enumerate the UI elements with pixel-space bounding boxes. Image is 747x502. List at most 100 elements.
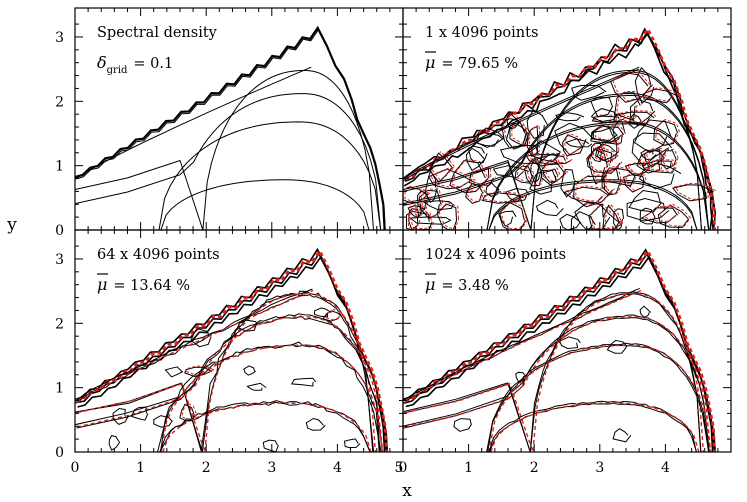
noise-contour: [424, 169, 438, 204]
red-noise-contour: [404, 185, 431, 202]
noise-contour: [558, 336, 581, 350]
red-contour-line-1: [404, 289, 642, 404]
noise-contour: [343, 438, 361, 449]
red-noise-contour: [467, 181, 486, 203]
panel-2: 1 x 4096 points μ = 79.65 %: [402, 7, 732, 231]
red-noise-contour: [575, 174, 615, 206]
red-noise-contour: [516, 164, 536, 183]
x-tick-label: 0: [399, 460, 408, 476]
noise-contour: [640, 149, 657, 160]
noise-contour: [573, 175, 614, 208]
red-noise-contour: [659, 203, 692, 227]
noise-contour: [453, 418, 472, 432]
red-noise-contour: [603, 166, 638, 186]
contour-line-3: [403, 317, 710, 452]
red-noise-contour: [616, 91, 643, 120]
panel-1-plot-area: [75, 25, 386, 230]
red-noise-contour: [186, 365, 215, 376]
noise-contour: [408, 216, 452, 225]
noise-contour: [108, 435, 121, 451]
red-noise-contour: [563, 132, 585, 156]
contour-line-5: [159, 400, 370, 452]
red-noise-contour: [594, 124, 627, 141]
contour-line-1: [75, 288, 313, 403]
noise-contour: [243, 365, 257, 376]
red-contour-line-0: [76, 248, 389, 452]
x-tick-label: 4: [333, 460, 342, 476]
noise-contour: [529, 169, 558, 195]
panel-title: Spectral density: [97, 25, 218, 41]
contour-line-2: [403, 69, 702, 230]
contour-line-0: [77, 255, 389, 452]
contour-line-4: [486, 123, 710, 230]
noise-contour: [562, 134, 583, 157]
contour-line-5: [160, 179, 370, 230]
red-noise-contour: [646, 147, 667, 167]
noise-contour: [590, 127, 619, 144]
contour-line-3: [76, 315, 381, 452]
red-noise-contour: [538, 152, 573, 164]
panel-4: 1024 x 4096 points μ = 3.48 %: [402, 229, 732, 453]
red-noise-contour: [625, 172, 647, 192]
red-noise-contour: [592, 141, 606, 162]
noise-contour: [112, 407, 130, 425]
x-tick-label: 2: [202, 460, 211, 476]
noise-contour: [626, 197, 670, 222]
noise-contour: [644, 149, 665, 168]
noise-contour: [639, 305, 652, 318]
x-tick-label: 3: [267, 460, 276, 476]
red-noise-contour: [604, 203, 623, 230]
red-contour-line-3: [404, 316, 712, 452]
x-tick-label: 5: [395, 460, 404, 476]
noise-contour: [403, 186, 429, 204]
noise-contour: [262, 439, 279, 452]
noise-contour: [588, 204, 622, 230]
contour-line-boundary-inner: [75, 28, 386, 230]
noise-contour: [672, 184, 714, 202]
noise-contour: [499, 144, 551, 164]
noise-contour: [406, 210, 433, 230]
x-tick-label: 1: [464, 460, 473, 476]
red-noise-contour: [525, 156, 545, 186]
noise-contour: [565, 138, 593, 148]
panel-subtitle: δgrid = 0.1: [97, 53, 173, 76]
noise-contour: [523, 158, 543, 187]
noise-contour: [571, 84, 607, 101]
panel-2-plot-area: [403, 26, 717, 230]
red-noise-contour: [674, 182, 716, 201]
noise-contour: [657, 204, 690, 228]
red-noise-contour: [451, 158, 491, 193]
panel-frame: [402, 229, 732, 453]
x-tick-label: 2: [530, 460, 539, 476]
red-noise-contour: [483, 190, 526, 203]
noise-contour: [506, 118, 520, 130]
noise-contour: [653, 120, 679, 146]
noise-contour: [305, 417, 326, 431]
red-noise-contour: [503, 111, 530, 148]
noise-contour: [609, 72, 652, 103]
noise-contour: [559, 213, 582, 230]
y-tick-label: 0: [55, 223, 64, 239]
noise-contour: [428, 168, 474, 190]
panel-subtitle: μ = 79.65 %: [425, 53, 518, 72]
noise-contour: [631, 132, 672, 167]
contour-line-4: [486, 121, 710, 230]
red-noise-contour: [611, 71, 654, 102]
contour-line-3: [403, 314, 710, 452]
red-noise-contour: [438, 202, 460, 230]
red-noise-contour: [655, 118, 681, 145]
noise-contour: [614, 92, 641, 121]
noise-contour: [570, 211, 596, 230]
contour-line-0: [405, 256, 717, 452]
noise-contour: [164, 366, 184, 378]
noise-contour: [590, 108, 618, 123]
noise-contour: [555, 112, 585, 122]
noise-contour: [531, 140, 561, 163]
red-noise-contour: [642, 205, 680, 223]
red-noise-contour: [544, 167, 561, 182]
red-noise-contour: [603, 165, 624, 194]
contour-line-3: [75, 313, 383, 452]
x-tick-label: 3: [595, 460, 604, 476]
red-contour-line-4: [160, 344, 384, 452]
